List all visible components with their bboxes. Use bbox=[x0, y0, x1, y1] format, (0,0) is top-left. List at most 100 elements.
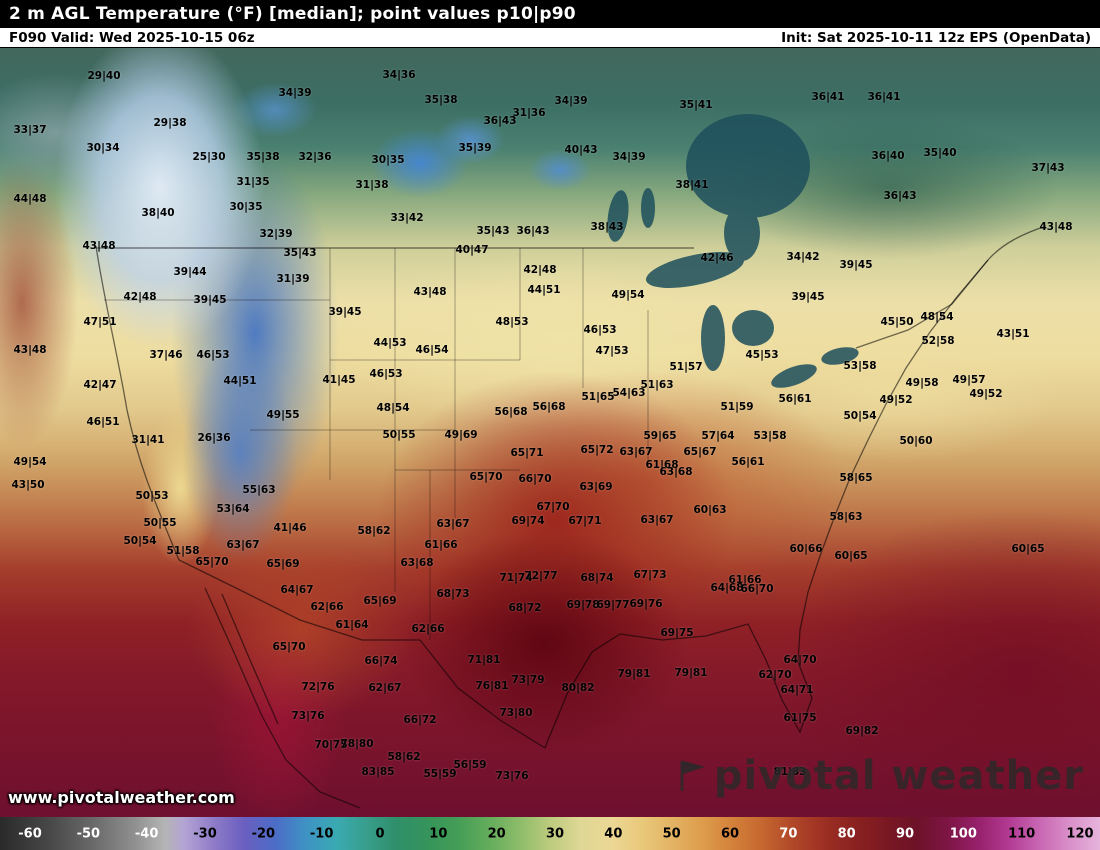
station-value: 52|58 bbox=[921, 334, 955, 347]
colorbar-tick: -10 bbox=[309, 826, 334, 841]
station-value: 53|58 bbox=[753, 429, 787, 442]
station-value: 49|55 bbox=[266, 408, 300, 421]
station-value: 31|35 bbox=[236, 175, 270, 188]
station-value: 65|67 bbox=[683, 445, 717, 458]
station-value: 64|71 bbox=[780, 683, 814, 696]
station-value: 47|51 bbox=[83, 315, 117, 328]
station-value: 69|76 bbox=[629, 597, 663, 610]
station-value: 30|35 bbox=[229, 200, 263, 213]
lake-winnipegosis bbox=[641, 188, 655, 228]
station-value: 65|70 bbox=[469, 470, 503, 483]
station-value: 64|70 bbox=[783, 653, 817, 666]
station-value: 29|40 bbox=[87, 69, 121, 82]
station-value: 42|47 bbox=[83, 378, 117, 391]
station-value: 43|48 bbox=[413, 285, 447, 298]
station-value: 39|45 bbox=[791, 290, 825, 303]
station-value: 42|46 bbox=[700, 251, 734, 264]
station-value: 41|45 bbox=[322, 373, 356, 386]
station-value: 69|75 bbox=[660, 626, 694, 639]
station-value: 58|65 bbox=[839, 471, 873, 484]
station-value: 35|38 bbox=[246, 150, 280, 163]
station-value: 45|53 bbox=[745, 348, 779, 361]
station-value: 46|51 bbox=[86, 415, 120, 428]
colorbar-tick: 80 bbox=[837, 826, 856, 841]
station-value: 60|66 bbox=[789, 542, 823, 555]
station-value: 51|58 bbox=[166, 544, 200, 557]
station-value: 33|42 bbox=[390, 211, 424, 224]
station-value: 64|67 bbox=[280, 583, 314, 596]
station-value: 37|46 bbox=[149, 348, 183, 361]
station-value: 41|46 bbox=[273, 521, 307, 534]
colorbar-tick: 100 bbox=[949, 826, 977, 841]
station-value: 60|65 bbox=[1011, 542, 1045, 555]
station-value: 73|76 bbox=[291, 709, 325, 722]
station-value: 38|41 bbox=[675, 178, 709, 191]
station-value: 73|80 bbox=[499, 706, 533, 719]
init-time-label: Init: Sat 2025-10-11 12z EPS (OpenData) bbox=[781, 29, 1091, 46]
station-value: 48|54 bbox=[376, 401, 410, 414]
atlantic-gulf-coastline bbox=[544, 259, 989, 749]
station-value: 61|75 bbox=[783, 711, 817, 724]
station-value: 36|40 bbox=[871, 149, 905, 162]
station-value: 63|67 bbox=[436, 517, 470, 530]
station-value: 54|63 bbox=[612, 386, 646, 399]
station-value: 30|35 bbox=[371, 153, 405, 166]
station-value: 50|55 bbox=[382, 428, 416, 441]
geo-borders-overlay bbox=[95, 114, 1047, 809]
station-value: 66|72 bbox=[403, 713, 437, 726]
lake-huron bbox=[732, 310, 774, 346]
station-value: 35|39 bbox=[458, 141, 492, 154]
station-value: 32|39 bbox=[259, 227, 293, 240]
station-value: 78|80 bbox=[340, 737, 374, 750]
station-value: 39|45 bbox=[193, 293, 227, 306]
station-value: 81|83 bbox=[773, 765, 807, 778]
station-value: 58|62 bbox=[387, 750, 421, 763]
station-value: 44|51 bbox=[527, 283, 561, 296]
colorbar: -60 -50 -40 -30 -20 -10 0 10 20 30 40 50 60 70 80 90 100… bbox=[0, 817, 1100, 850]
station-value: 61|64 bbox=[335, 618, 369, 631]
station-value: 49|52 bbox=[879, 393, 913, 406]
station-value: 37|43 bbox=[1031, 161, 1065, 174]
station-value: 49|54 bbox=[611, 288, 645, 301]
station-value: 69|82 bbox=[845, 724, 879, 737]
station-value: 61|66 bbox=[424, 538, 458, 551]
station-value: 50|53 bbox=[135, 489, 169, 502]
station-value: 48|54 bbox=[920, 310, 954, 323]
station-value: 26|36 bbox=[197, 431, 231, 444]
station-value: 48|53 bbox=[495, 315, 529, 328]
station-value: 65|72 bbox=[580, 443, 614, 456]
station-value: 50|60 bbox=[899, 434, 933, 447]
station-value: 30|34 bbox=[86, 141, 120, 154]
station-value: 62|70 bbox=[758, 668, 792, 681]
station-value: 34|39 bbox=[554, 94, 588, 107]
station-value: 56|68 bbox=[494, 405, 528, 418]
station-value: 57|64 bbox=[701, 429, 735, 442]
station-value: 38|40 bbox=[141, 206, 175, 219]
station-value: 44|51 bbox=[223, 374, 257, 387]
station-value: 43|51 bbox=[996, 327, 1030, 340]
station-value: 35|40 bbox=[923, 146, 957, 159]
colorbar-tick: -20 bbox=[251, 826, 276, 841]
station-value: 63|69 bbox=[579, 480, 613, 493]
station-value: 67|73 bbox=[633, 568, 667, 581]
station-value: 35|43 bbox=[476, 224, 510, 237]
colorbar-tick: -50 bbox=[76, 826, 101, 841]
station-value: 50|54 bbox=[123, 534, 157, 547]
colorbar-tick: 0 bbox=[375, 826, 385, 841]
station-value: 46|53 bbox=[583, 323, 617, 336]
state-borders-group bbox=[104, 248, 649, 640]
station-value: 49|69 bbox=[444, 428, 478, 441]
colorbar-tick: 10 bbox=[429, 826, 448, 841]
brand-flag-icon bbox=[680, 760, 704, 791]
station-value: 51|57 bbox=[669, 360, 703, 373]
weather-map[interactable]: 29|40 34|36 34|39 35|38 34|39 36|41 36|41 35|41… bbox=[0, 48, 1100, 817]
station-value: 46|53 bbox=[196, 348, 230, 361]
pacific-coastline bbox=[95, 245, 180, 561]
station-value: 35|41 bbox=[679, 98, 713, 111]
colorbar-tick: -30 bbox=[193, 826, 217, 841]
station-value: 63|68 bbox=[400, 556, 434, 569]
station-value: 65|70 bbox=[272, 640, 306, 653]
station-value: 64|68 bbox=[710, 581, 744, 594]
station-value: 67|71 bbox=[568, 514, 602, 527]
station-value: 51|65 bbox=[581, 390, 615, 403]
